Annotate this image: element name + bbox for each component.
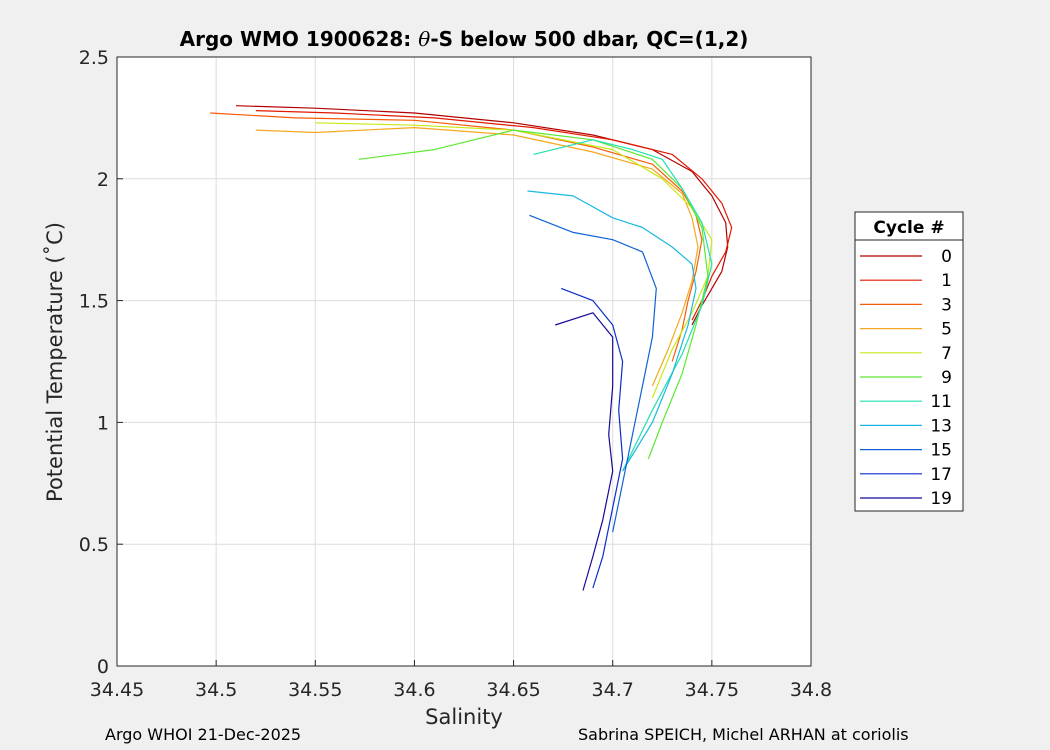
series-line-cycle-17 bbox=[560, 287, 624, 589]
x-tick-label: 34.6 bbox=[393, 679, 435, 701]
x-tick-label: 34.5 bbox=[195, 679, 237, 701]
series-line-cycle-19 bbox=[555, 312, 614, 591]
footer-right: Sabrina SPEICH, Michel ARHAN at coriolis bbox=[578, 725, 909, 744]
y-axis-label: Potential Temperature (˚C) bbox=[43, 222, 67, 502]
x-axis-label: Salinity bbox=[425, 705, 503, 729]
x-tick-label: 34.7 bbox=[592, 679, 634, 701]
footer-left: Argo WHOI 21-Dec-2025 bbox=[105, 725, 301, 744]
legend-label: 7 bbox=[941, 344, 952, 364]
legend-label: 3 bbox=[941, 295, 952, 315]
series-line-cycle-5 bbox=[255, 126, 699, 387]
series-line-cycle-0 bbox=[235, 105, 729, 326]
x-tick-labels: 34.45 34.5 34.55 34.6 34.65 34.7 34.75 34.8 bbox=[90, 679, 832, 701]
legend-label: 13 bbox=[930, 416, 952, 436]
legend-label: 17 bbox=[930, 465, 952, 485]
y-tick-labels: 0 0.5 1 1.5 2 2.5 bbox=[79, 47, 109, 678]
x-tick-label: 34.75 bbox=[685, 679, 739, 701]
legend-box bbox=[854, 211, 964, 512]
y-tick-label: 2.5 bbox=[79, 47, 109, 69]
chart-title: Argo WMO 1900628: θ-S below 500 dbar, QC… bbox=[180, 27, 749, 51]
plot-frame bbox=[116, 56, 812, 667]
y-tick-label: 0 bbox=[97, 656, 109, 678]
series-lines bbox=[210, 105, 733, 591]
series-line-cycle-15 bbox=[529, 214, 657, 533]
x-tick-label: 34.45 bbox=[90, 679, 144, 701]
plot-area bbox=[117, 57, 811, 666]
x-tick-label: 34.8 bbox=[790, 679, 832, 701]
x-tick-label: 34.55 bbox=[288, 679, 342, 701]
legend-label: 0 bbox=[941, 247, 952, 267]
legend-label: 9 bbox=[941, 368, 952, 388]
y-tick-label: 1 bbox=[97, 412, 109, 434]
series-line-cycle-9 bbox=[358, 129, 709, 460]
legend-label: 11 bbox=[930, 392, 952, 412]
series-line-cycle-13 bbox=[527, 190, 697, 472]
x-tick-label: 34.65 bbox=[486, 679, 540, 701]
series-line-cycle-3 bbox=[210, 112, 703, 362]
legend-label: 5 bbox=[941, 320, 952, 340]
series-line-cycle-1 bbox=[255, 110, 733, 321]
y-tick-label: 1.5 bbox=[79, 291, 109, 313]
legend-label: 19 bbox=[930, 489, 952, 509]
legend-label: 15 bbox=[930, 441, 952, 461]
y-tick-label: 2 bbox=[97, 169, 109, 191]
theta-symbol: θ bbox=[418, 27, 430, 51]
legend-label: 1 bbox=[941, 271, 952, 291]
legend-title: Cycle # bbox=[873, 218, 944, 238]
y-tick-label: 0.5 bbox=[79, 534, 109, 556]
